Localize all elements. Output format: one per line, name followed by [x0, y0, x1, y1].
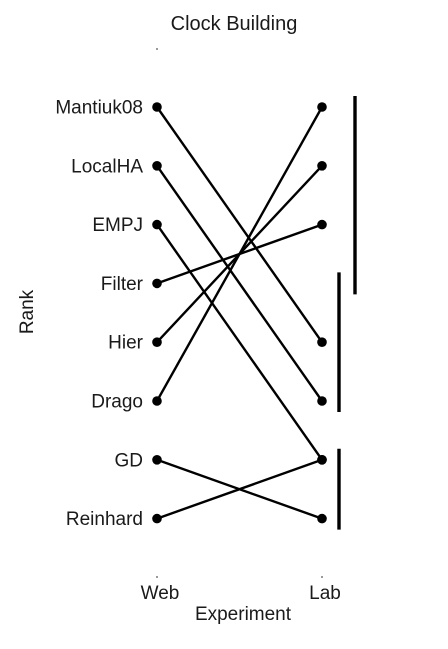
- lab-point-localha: [317, 396, 327, 406]
- web-point-drago: [152, 396, 162, 406]
- web-point-reinhard: [152, 513, 162, 524]
- lab-point-gd: [317, 513, 327, 524]
- web-point-empj: [152, 219, 162, 230]
- x-tick-labels: Web Lab: [141, 48, 341, 604]
- method-label-empj: EMPJ: [92, 215, 143, 236]
- rank-points: [152, 102, 327, 524]
- method-label-mantiuk08: Mantiuk08: [55, 98, 143, 119]
- chart-title: Clock Building: [171, 13, 298, 35]
- method-label-localha: LocalHA: [71, 156, 143, 177]
- lab-point-filter: [317, 219, 327, 230]
- x-tick-lab: Lab: [309, 583, 341, 604]
- web-point-hier: [152, 337, 162, 348]
- link-mantiuk08: [156, 106, 323, 343]
- link-localha: [156, 165, 323, 402]
- lab-point-hier: [317, 161, 327, 171]
- lab-group-bars: [337, 96, 357, 530]
- web-point-localha: [152, 161, 162, 171]
- x-tick-web: Web: [141, 583, 180, 604]
- method-labels: Mantiuk08 LocalHA EMPJ Filter Hier Drago GD Rei…: [55, 98, 143, 531]
- web-point-mantiuk08: [152, 102, 162, 112]
- web-point-gd: [152, 455, 162, 465]
- method-label-reinhard: Reinhard: [66, 509, 143, 530]
- web-point-filter: [152, 278, 162, 289]
- x-axis-label: Experiment: [195, 604, 292, 625]
- method-label-filter: Filter: [101, 274, 144, 295]
- lab-point-mantiuk08: [317, 337, 327, 348]
- lab-point-drago: [317, 102, 327, 112]
- method-label-hier: Hier: [108, 333, 144, 354]
- link-empj: [156, 223, 323, 461]
- lab-point-reinhard: [317, 455, 327, 465]
- link-drago: [155, 106, 324, 402]
- method-label-gd: GD: [115, 450, 144, 471]
- method-label-drago: Drago: [91, 392, 143, 413]
- rank-links: [155, 106, 324, 520]
- y-axis-label: Rank: [17, 289, 38, 334]
- link-reinhard: [156, 458, 323, 520]
